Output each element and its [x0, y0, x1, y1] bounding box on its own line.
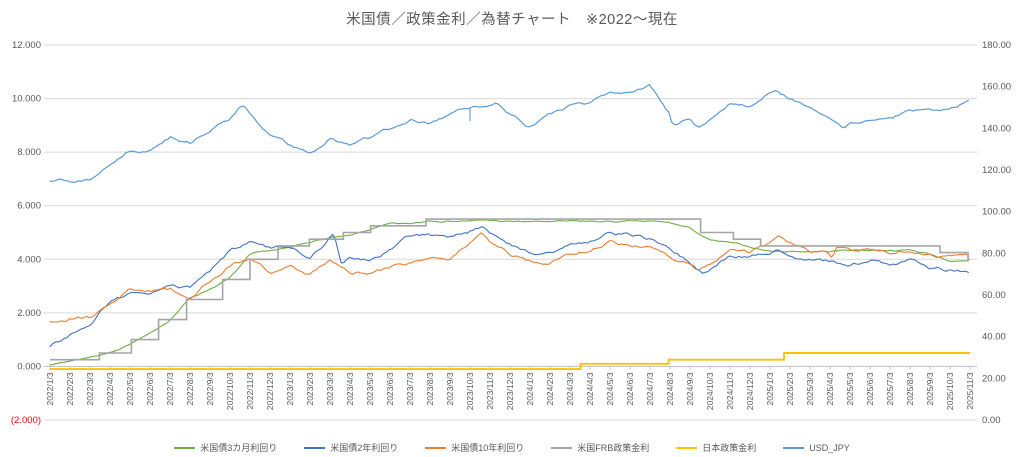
y-right-tick-label: 100.00	[982, 207, 1011, 218]
x-tick-label: 2022/7/3	[165, 372, 175, 405]
x-tick-label: 2024/5/3	[605, 372, 615, 405]
x-tick-label: 2023/9/3	[445, 372, 455, 405]
x-tick-label: 2022/12/3	[265, 372, 275, 410]
legend-label: 米国債10年利回り	[451, 443, 525, 453]
legend-swatch-icon	[551, 446, 573, 449]
x-tick-label: 2024/11/3	[725, 372, 735, 409]
x-tick-label: 2023/10/3	[465, 372, 475, 410]
y-left-tick-label: (2.000)	[11, 415, 41, 426]
legend-label: 日本政策金利	[702, 443, 757, 453]
legend-label: USD_JPY	[809, 442, 850, 453]
legend-swatch-icon	[676, 446, 698, 449]
x-tick-label: 2022/4/3	[105, 372, 115, 405]
x-tick-label: 2022/10/3	[225, 372, 235, 410]
y-left-tick-label: 8.000	[17, 147, 41, 158]
legend-label: 米国債2年利回り	[330, 443, 399, 453]
x-tick-label: 2025/4/3	[825, 372, 835, 405]
x-tick-label: 2024/10/3	[705, 372, 715, 410]
legend-swatch-icon	[304, 446, 326, 449]
y-left-tick-label: 6.000	[17, 201, 41, 212]
x-tick-label: 2024/1/3	[525, 372, 535, 405]
y-right-tick-label: 140.00	[982, 123, 1011, 134]
x-tick-label: 2024/6/3	[625, 372, 635, 405]
x-tick-label: 2024/7/3	[645, 372, 655, 405]
x-tick-label: 2025/10/3	[945, 372, 955, 410]
legend-item-3: 米国FRB政策金利	[551, 441, 649, 454]
x-tick-label: 2023/11/3	[485, 372, 495, 409]
chart-legend: 米国債3カ月利回り 米国債2年利回り 米国債10年利回り 米国FRB政策金利 日本政策金…	[0, 441, 1024, 454]
series-line-3	[50, 218, 970, 361]
x-tick-label: 2023/4/3	[345, 372, 355, 405]
legend-item-4: 日本政策金利	[676, 441, 756, 454]
x-tick-label: 2025/3/3	[805, 372, 815, 405]
x-tick-label: 2022/8/3	[185, 372, 195, 405]
x-tick-label: 2022/6/3	[145, 372, 155, 405]
chart-title: 米国債／政策金利／為替チャート ※2022～現在	[346, 12, 678, 28]
x-tick-label: 2023/7/3	[405, 372, 415, 405]
x-tick-label: 2022/11/3	[245, 372, 255, 409]
x-tick-label: 2023/3/3	[325, 372, 335, 405]
x-tick-label: 2022/3/3	[85, 372, 95, 405]
y-left-tick-label: 0.000	[17, 361, 41, 372]
legend-swatch-icon	[425, 446, 447, 449]
x-tick-label: 2024/2/3	[545, 372, 555, 405]
x-tick-label: 2025/9/3	[925, 372, 935, 405]
x-tick-label: 2023/5/3	[365, 372, 375, 405]
y-right-tick-label: 40.00	[982, 332, 1006, 343]
x-tick-label: 2025/7/3	[885, 372, 895, 405]
x-tick-label: 2022/2/3	[65, 372, 75, 405]
y-right-tick-label: 120.00	[982, 165, 1011, 176]
series-line-1	[49, 226, 969, 348]
legend-item-2: 米国債10年利回り	[425, 441, 524, 454]
y-right-tick-label: 60.00	[982, 290, 1006, 301]
x-tick-label: 2025/2/3	[785, 372, 795, 405]
x-tick-label: 2022/1/3	[45, 372, 55, 405]
legend-label: 米国債3カ月利回り	[200, 443, 278, 453]
legend-swatch-icon	[174, 446, 196, 449]
x-tick-label: 2025/11/3	[965, 372, 975, 409]
x-tick-label: 2022/5/3	[125, 372, 135, 405]
x-tick-label: 2024/12/3	[745, 372, 755, 410]
y-right-tick-label: 20.00	[982, 373, 1006, 384]
x-tick-label: 2023/1/3	[285, 372, 295, 405]
x-tick-label: 2023/6/3	[385, 372, 395, 405]
x-tick-label: 2024/9/3	[685, 372, 695, 405]
x-tick-label: 2022/9/3	[205, 372, 215, 405]
legend-swatch-icon	[783, 446, 805, 449]
x-tick-label: 2024/8/3	[665, 372, 675, 405]
series-line-0	[49, 219, 969, 366]
x-tick-label: 2025/6/3	[865, 372, 875, 405]
y-left-tick-label: 2.000	[17, 308, 41, 319]
x-tick-label: 2023/2/3	[305, 372, 315, 405]
x-tick-label: 2025/5/3	[845, 372, 855, 405]
x-tick-label: 2023/12/3	[505, 372, 515, 410]
x-tick-label: 2024/4/3	[585, 372, 595, 405]
y-left-tick-label: 10.000	[12, 94, 41, 105]
x-tick-label: 2025/1/3	[765, 372, 775, 405]
y-left-tick-label: 4.000	[17, 254, 41, 265]
legend-item-5: USD_JPY	[783, 443, 850, 453]
y-right-tick-label: 0.00	[982, 415, 1001, 426]
series-line-4	[50, 352, 970, 371]
x-tick-label: 2025/8/3	[905, 372, 915, 405]
x-tick-label: 2024/3/3	[565, 372, 575, 405]
legend-item-0: 米国債3カ月利回り	[174, 441, 277, 454]
y-right-tick-label: 160.00	[982, 82, 1011, 93]
legend-item-1: 米国債2年利回り	[304, 441, 398, 454]
x-tick-label: 2023/8/3	[425, 372, 435, 405]
legend-label: 米国FRB政策金利	[577, 443, 650, 453]
series-line-2	[49, 232, 969, 323]
y-left-tick-label: 12.000	[12, 40, 41, 51]
series-line-5	[49, 84, 969, 183]
y-right-tick-label: 180.00	[982, 40, 1011, 51]
y-right-tick-label: 80.00	[982, 248, 1006, 259]
